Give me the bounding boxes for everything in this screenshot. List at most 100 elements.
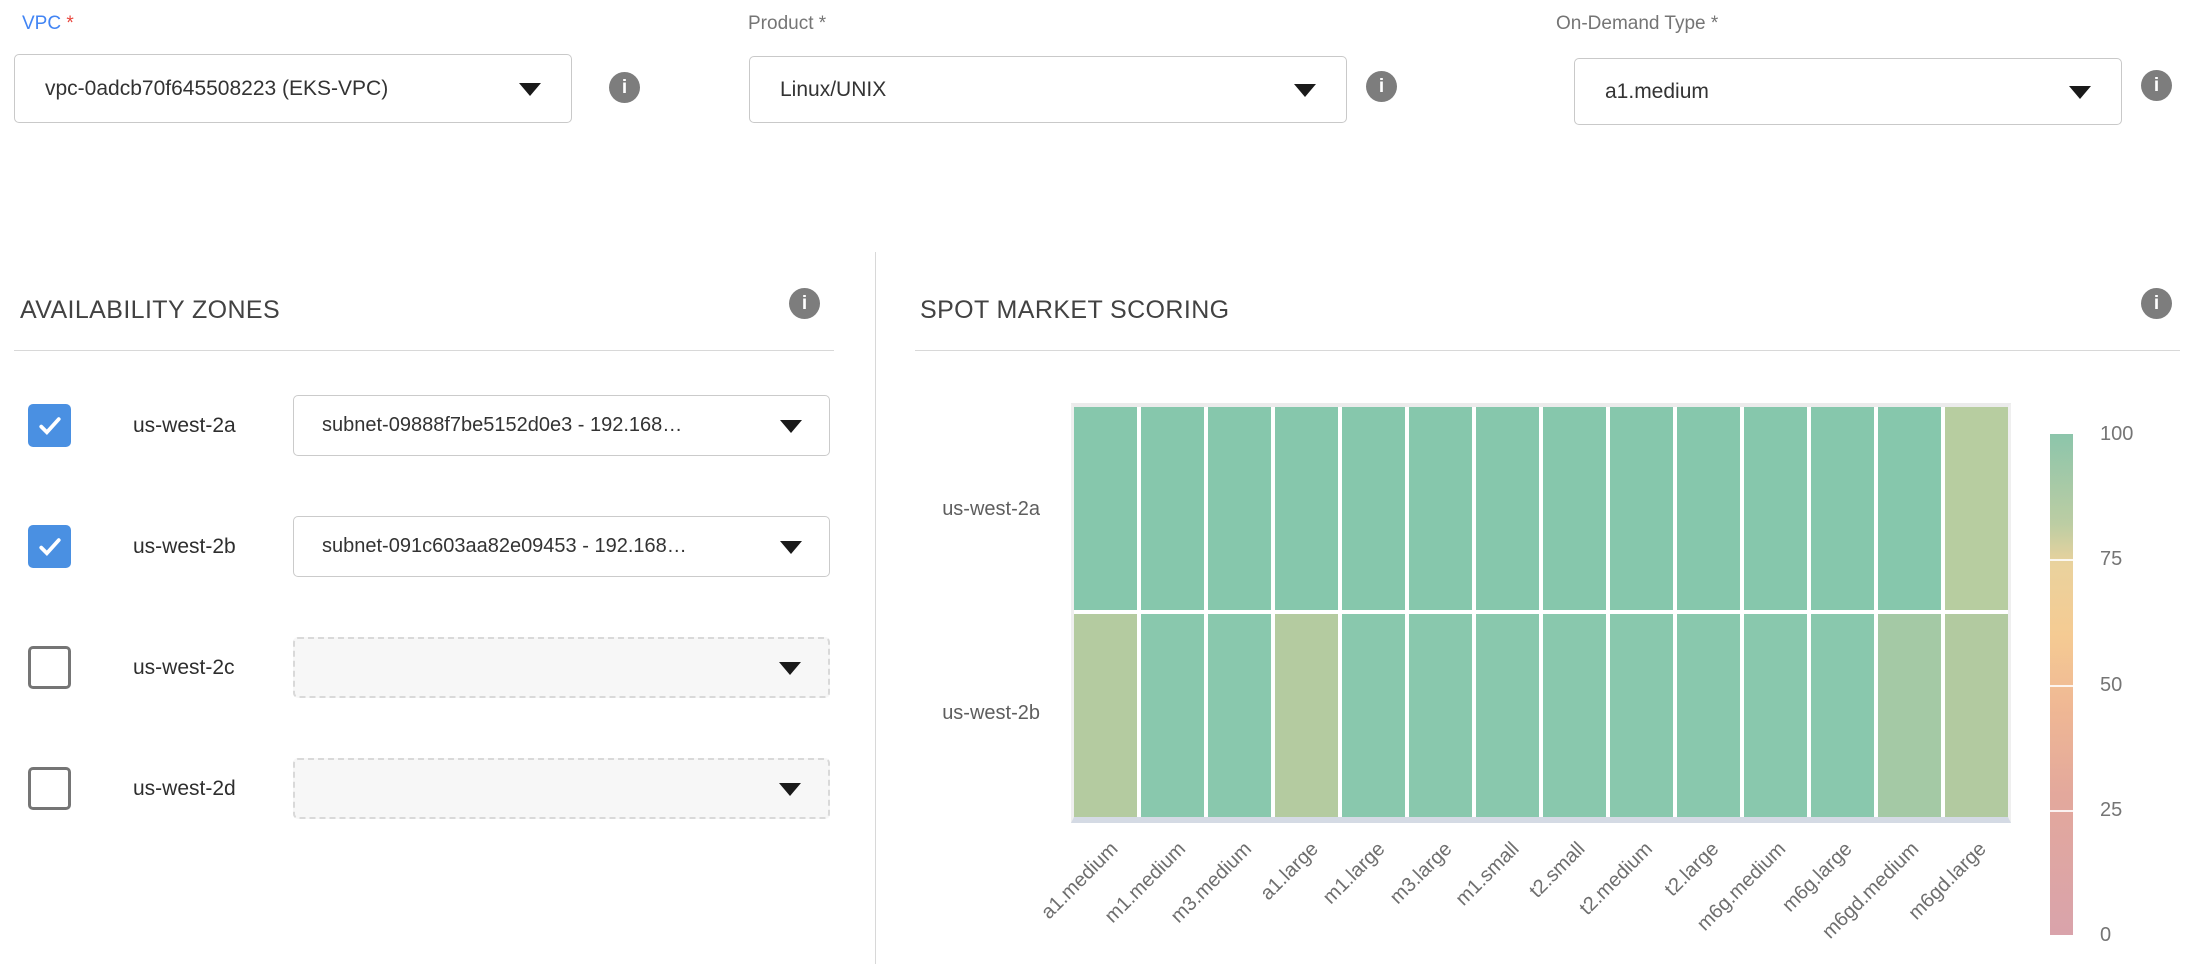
dropdown-arrow-icon xyxy=(779,783,801,796)
vpc-info-icon[interactable]: i xyxy=(609,72,640,103)
vpc-select-value: vpc-0adcb70f645508223 (EKS-VPC) xyxy=(15,77,388,101)
availability-zones-divider xyxy=(14,350,834,351)
zone-checkbox-us-west-2c[interactable] xyxy=(28,646,71,689)
heatmap-cell xyxy=(1074,407,1137,610)
heatmap-x-tick-label: m1.small xyxy=(1451,838,1524,911)
heatmap-grid xyxy=(1074,407,2008,817)
spot-market-scoring-divider xyxy=(915,350,2180,351)
heatmap-cell xyxy=(1409,407,1472,610)
product-required-mark: * xyxy=(819,13,826,34)
product-label: Product * xyxy=(748,13,826,35)
heatmap-cell xyxy=(1878,407,1941,610)
heatmap xyxy=(1071,403,2011,823)
dropdown-arrow-icon xyxy=(2069,86,2091,99)
product-select-value: Linux/UNIX xyxy=(750,78,886,102)
subnet-select-us-west-2d[interactable] xyxy=(293,758,830,819)
availability-zones-title: AVAILABILITY ZONES xyxy=(20,296,280,325)
colorbar-tick-line xyxy=(2050,810,2073,812)
subnet-select-us-west-2b[interactable]: subnet-091c603aa82e09453 - 192.168… xyxy=(293,516,830,577)
section-vertical-divider xyxy=(875,252,876,964)
subnet-select-us-west-2c[interactable] xyxy=(293,637,830,698)
heatmap-cell xyxy=(1610,614,1673,817)
heatmap-cell xyxy=(1744,407,1807,610)
heatmap-cell xyxy=(1878,614,1941,817)
heatmap-cell xyxy=(1677,614,1740,817)
vpc-label: VPC * xyxy=(22,13,74,35)
dropdown-arrow-icon xyxy=(779,662,801,675)
product-info-icon[interactable]: i xyxy=(1366,71,1397,102)
colorbar-tick-label: 75 xyxy=(2100,548,2122,571)
az-row-us-west-2b: us-west-2b subnet-091c603aa82e09453 - 19… xyxy=(0,516,875,577)
heatmap-cell xyxy=(1476,614,1539,817)
heatmap-cell xyxy=(1208,407,1271,610)
zone-checkbox-us-west-2b[interactable] xyxy=(28,525,71,568)
info-glyph: i xyxy=(2154,293,2159,315)
zone-label: us-west-2c xyxy=(133,637,235,698)
dropdown-arrow-icon xyxy=(519,83,541,96)
on-demand-type-required-mark: * xyxy=(1711,13,1718,34)
info-glyph: i xyxy=(1379,76,1384,98)
dropdown-arrow-icon xyxy=(780,420,802,433)
heatmap-row-label-us-west-2a: us-west-2a xyxy=(878,498,1040,521)
heatmap-cell xyxy=(1811,614,1874,817)
heatmap-cell xyxy=(1744,614,1807,817)
az-row-us-west-2c: us-west-2c xyxy=(0,637,875,698)
heatmap-cell xyxy=(1141,407,1204,610)
heatmap-cell xyxy=(1208,614,1271,817)
heatmap-x-tick-label: t2.small xyxy=(1526,838,1591,903)
heatmap-cell xyxy=(1945,614,2008,817)
heatmap-x-tick-label: m1.large xyxy=(1319,838,1390,909)
vpc-required-mark: * xyxy=(66,13,73,34)
heatmap-cell xyxy=(1677,407,1740,610)
checkmark-icon xyxy=(35,532,65,562)
dropdown-arrow-icon xyxy=(780,541,802,554)
heatmap-cell xyxy=(1543,407,1606,610)
product-label-text: Product xyxy=(748,13,813,34)
availability-zones-info-icon[interactable]: i xyxy=(789,288,820,319)
product-select[interactable]: Linux/UNIX xyxy=(749,56,1347,123)
on-demand-type-label: On-Demand Type * xyxy=(1556,13,1718,35)
info-glyph: i xyxy=(802,293,807,315)
subnet-select-value: subnet-091c603aa82e09453 - 192.168… xyxy=(294,535,767,558)
colorbar-labels: 1007550250 xyxy=(2100,434,2170,935)
heatmap-cell xyxy=(1141,614,1204,817)
subnet-select-us-west-2a[interactable]: subnet-09888f7be5152d0e3 - 192.168… xyxy=(293,395,830,456)
colorbar xyxy=(2050,434,2073,935)
on-demand-type-label-text: On-Demand Type xyxy=(1556,13,1706,34)
on-demand-type-info-icon[interactable]: i xyxy=(2141,70,2172,101)
zone-label: us-west-2a xyxy=(133,395,236,456)
heatmap-cell xyxy=(1275,407,1338,610)
zone-label: us-west-2b xyxy=(133,516,236,577)
heatmap-cell xyxy=(1945,407,2008,610)
dropdown-arrow-icon xyxy=(1294,84,1316,97)
heatmap-x-tick-label: m3.large xyxy=(1386,838,1457,909)
vpc-label-text: VPC xyxy=(22,13,61,34)
colorbar-tick-line xyxy=(2050,559,2073,561)
subnet-select-value: subnet-09888f7be5152d0e3 - 192.168… xyxy=(294,414,762,437)
colorbar-tick-label: 25 xyxy=(2100,799,2122,822)
spot-market-scoring-info-icon[interactable]: i xyxy=(2141,288,2172,319)
heatmap-cell xyxy=(1610,407,1673,610)
az-row-us-west-2a: us-west-2a subnet-09888f7be5152d0e3 - 19… xyxy=(0,395,875,456)
heatmap-cell xyxy=(1275,614,1338,817)
heatmap-cell xyxy=(1811,407,1874,610)
heatmap-cell xyxy=(1543,614,1606,817)
heatmap-x-tick-label: a1.large xyxy=(1256,838,1323,905)
heatmap-cell xyxy=(1476,407,1539,610)
colorbar-tick-label: 0 xyxy=(2100,924,2111,947)
colorbar-tick-label: 50 xyxy=(2100,674,2122,697)
vpc-select[interactable]: vpc-0adcb70f645508223 (EKS-VPC) xyxy=(14,54,572,123)
heatmap-x-tick-label: t2.medium xyxy=(1575,838,1657,920)
heatmap-cell xyxy=(1409,614,1472,817)
zone-label: us-west-2d xyxy=(133,758,236,819)
info-glyph: i xyxy=(622,77,627,99)
zone-checkbox-us-west-2d[interactable] xyxy=(28,767,71,810)
zone-checkbox-us-west-2a[interactable] xyxy=(28,404,71,447)
heatmap-x-tick-label: t2.large xyxy=(1661,838,1724,901)
az-row-us-west-2d: us-west-2d xyxy=(0,758,875,819)
colorbar-tick-label: 100 xyxy=(2100,423,2133,446)
heatmap-cell xyxy=(1342,614,1405,817)
spot-market-scoring-title: SPOT MARKET SCORING xyxy=(920,296,1230,325)
on-demand-type-select[interactable]: a1.medium xyxy=(1574,58,2122,125)
heatmap-cell xyxy=(1074,614,1137,817)
